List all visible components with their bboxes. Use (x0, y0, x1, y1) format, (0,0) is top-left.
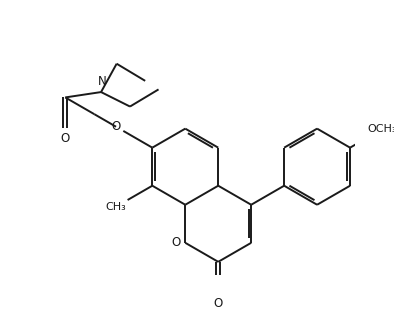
Text: O: O (61, 132, 70, 145)
Text: O: O (112, 120, 121, 133)
Text: O: O (214, 297, 223, 310)
Text: OCH₃: OCH₃ (368, 124, 394, 134)
Text: N: N (98, 75, 106, 87)
Text: O: O (171, 236, 181, 249)
Text: CH₃: CH₃ (106, 202, 126, 212)
